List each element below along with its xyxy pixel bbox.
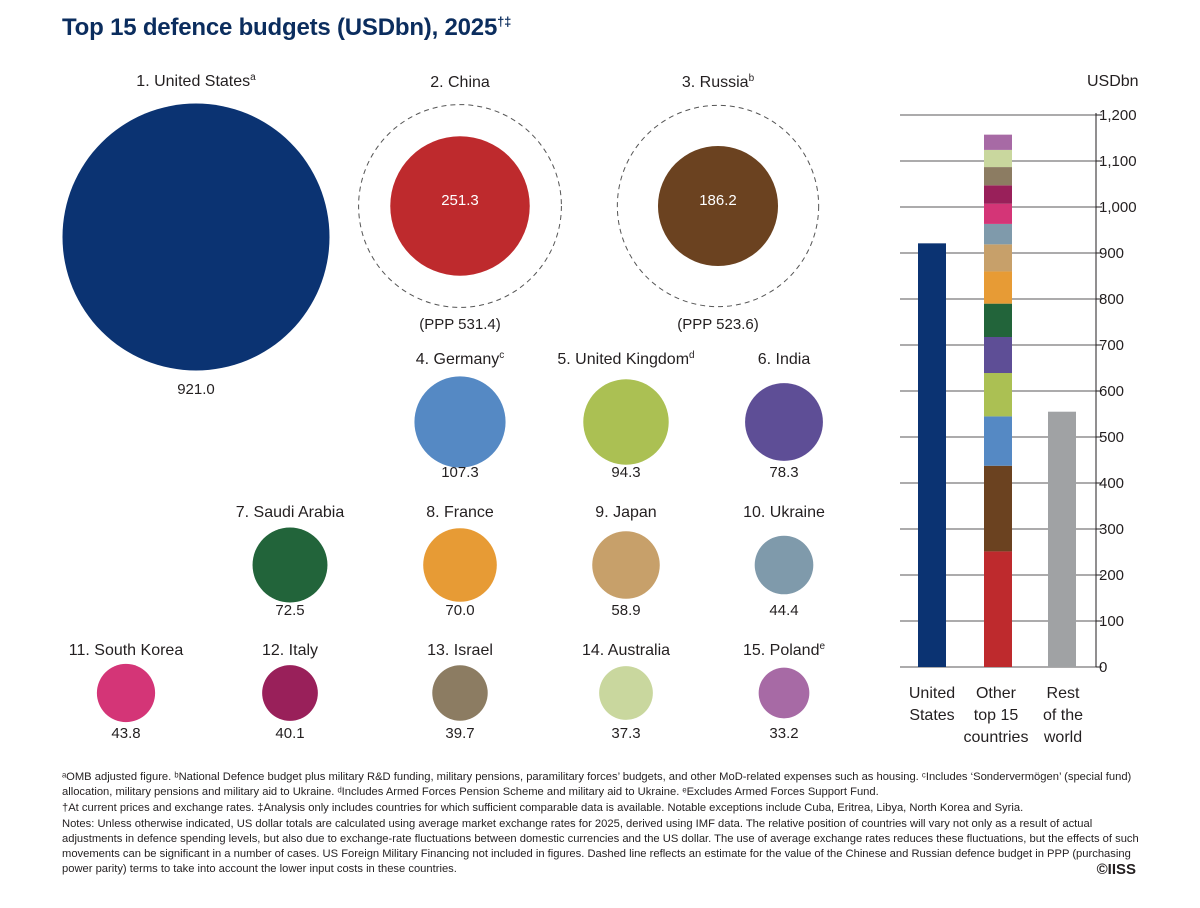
- footnotes-1: ᵃOMB adjusted figure. ᵇNational Defence …: [62, 771, 1132, 798]
- bubble-value-japan: 58.9: [611, 602, 640, 619]
- y-tick-label: 600: [1099, 383, 1124, 400]
- bubble-japan: [592, 531, 660, 599]
- bubble-israel: [432, 665, 488, 721]
- x-label-other-top-15-countries: Other top 15 countries: [964, 685, 1029, 746]
- bubble-united-kingdom: [583, 379, 669, 465]
- x-label-united-states: United States: [909, 685, 955, 724]
- bar-segment-south-korea: [984, 203, 1012, 224]
- bubble-saudi-arabia: [252, 527, 328, 603]
- bubble-label-saudi-arabia: 7. Saudi Arabia: [236, 504, 345, 521]
- y-tick-label: 200: [1099, 567, 1124, 584]
- bubble-value-south-korea: 43.8: [111, 725, 140, 742]
- y-tick-label: 1,200: [1099, 107, 1137, 124]
- y-tick-label: 400: [1099, 475, 1124, 492]
- bubble-china: [390, 136, 530, 276]
- bubble-label-united-states: 1. United Statesa: [136, 72, 256, 90]
- bubble-poland: [758, 667, 810, 719]
- y-axis-title: USDbn: [1087, 73, 1139, 90]
- y-tick-label: 1,100: [1099, 153, 1137, 170]
- bubble-south-korea: [96, 663, 156, 723]
- y-tick-label: 100: [1099, 613, 1124, 630]
- bubble-value-india: 78.3: [769, 464, 798, 481]
- bubble-label-russia: 3. Russiab: [682, 73, 755, 91]
- bubble-label-poland: 15. Polande: [743, 641, 826, 659]
- bar-segment-rest-of-the-world: [1048, 411, 1076, 667]
- footnotes-2: †At current prices and exchange rates. ‡…: [62, 802, 1024, 814]
- bar-segment-ukraine: [984, 223, 1012, 245]
- bar-segment-australia: [984, 149, 1012, 168]
- ppp-label-china: (PPP 531.4): [419, 316, 500, 333]
- bubble-value-saudi-arabia: 72.5: [275, 602, 304, 619]
- bar-segment-poland: [984, 134, 1012, 150]
- bar-segment-saudi-arabia: [984, 303, 1012, 337]
- chart-notes: ᵃOMB adjusted figure. ᵇNational Defence …: [62, 770, 1142, 878]
- bubble-label-ukraine: 10. Ukraine: [743, 504, 825, 521]
- bubble-ukraine: [754, 535, 814, 595]
- bubble-label-israel: 13. Israel: [427, 642, 493, 659]
- bar-segment-italy: [984, 185, 1012, 204]
- y-tick-label: 300: [1099, 521, 1124, 538]
- bubble-label-south-korea: 11. South Korea: [69, 642, 184, 659]
- bubble-value-australia: 37.3: [611, 725, 640, 742]
- bubble-value-israel: 39.7: [445, 725, 474, 742]
- chart-title: Top 15 defence budgets (USDbn), 2025†‡: [62, 14, 512, 41]
- bar-segment-united-kingdom: [984, 373, 1012, 417]
- bubble-label-india: 6. India: [758, 351, 811, 368]
- bubble-germany: [414, 376, 506, 468]
- bubble-india: [745, 383, 823, 461]
- bubble-italy: [262, 665, 318, 721]
- y-tick-label: 700: [1099, 337, 1124, 354]
- bar-segment-united-states: [918, 243, 946, 667]
- bubble-value-china: 251.3: [441, 192, 479, 209]
- bar-segment-france: [984, 271, 1012, 304]
- y-tick-label: 500: [1099, 429, 1124, 446]
- y-tick-label: 1,000: [1099, 199, 1137, 216]
- bubble-label-france: 8. France: [426, 504, 494, 521]
- bubble-france: [423, 528, 497, 602]
- bubble-russia: [657, 145, 779, 267]
- bar-segment-israel: [984, 167, 1012, 186]
- bubble-value-germany: 107.3: [441, 464, 479, 481]
- bubble-label-united-kingdom: 5. United Kingdomd: [557, 350, 694, 368]
- bubble-united-states: [62, 103, 330, 371]
- ppp-label-russia: (PPP 523.6): [677, 316, 758, 333]
- ppp-ring-russia: [616, 104, 820, 308]
- bubble-value-russia: 186.2: [699, 192, 737, 209]
- ppp-ring-china: [358, 104, 562, 308]
- bar-segment-china: [984, 551, 1012, 667]
- bubble-value-italy: 40.1: [275, 725, 304, 742]
- bubble-value-united-kingdom: 94.3: [611, 464, 640, 481]
- bar-segment-germany: [984, 416, 1012, 466]
- bubble-label-australia: 14. Australia: [582, 642, 670, 659]
- bar-segment-india: [984, 336, 1012, 374]
- bar-segment-japan: [984, 244, 1012, 272]
- y-tick-label: 0: [1099, 659, 1107, 676]
- y-tick-label: 900: [1099, 245, 1124, 262]
- bubble-value-united-states: 921.0: [177, 381, 215, 398]
- x-label-rest-of-the-world: Rest of the world: [1043, 685, 1083, 746]
- y-tick-label: 800: [1099, 291, 1124, 308]
- bubble-value-poland: 33.2: [769, 725, 798, 742]
- bubble-value-france: 70.0: [445, 602, 474, 619]
- bar-segment-russia: [984, 465, 1012, 552]
- bubble-value-ukraine: 44.4: [769, 602, 798, 619]
- bubble-australia: [599, 666, 653, 720]
- bubble-label-germany: 4. Germanyc: [416, 350, 505, 368]
- bubble-label-italy: 12. Italy: [262, 642, 318, 659]
- bubble-label-china: 2. China: [430, 74, 490, 91]
- bubble-label-japan: 9. Japan: [595, 504, 656, 521]
- notes-text: Notes: Unless otherwise indicated, US do…: [62, 818, 1139, 875]
- copyright: ©IISS: [1096, 861, 1136, 878]
